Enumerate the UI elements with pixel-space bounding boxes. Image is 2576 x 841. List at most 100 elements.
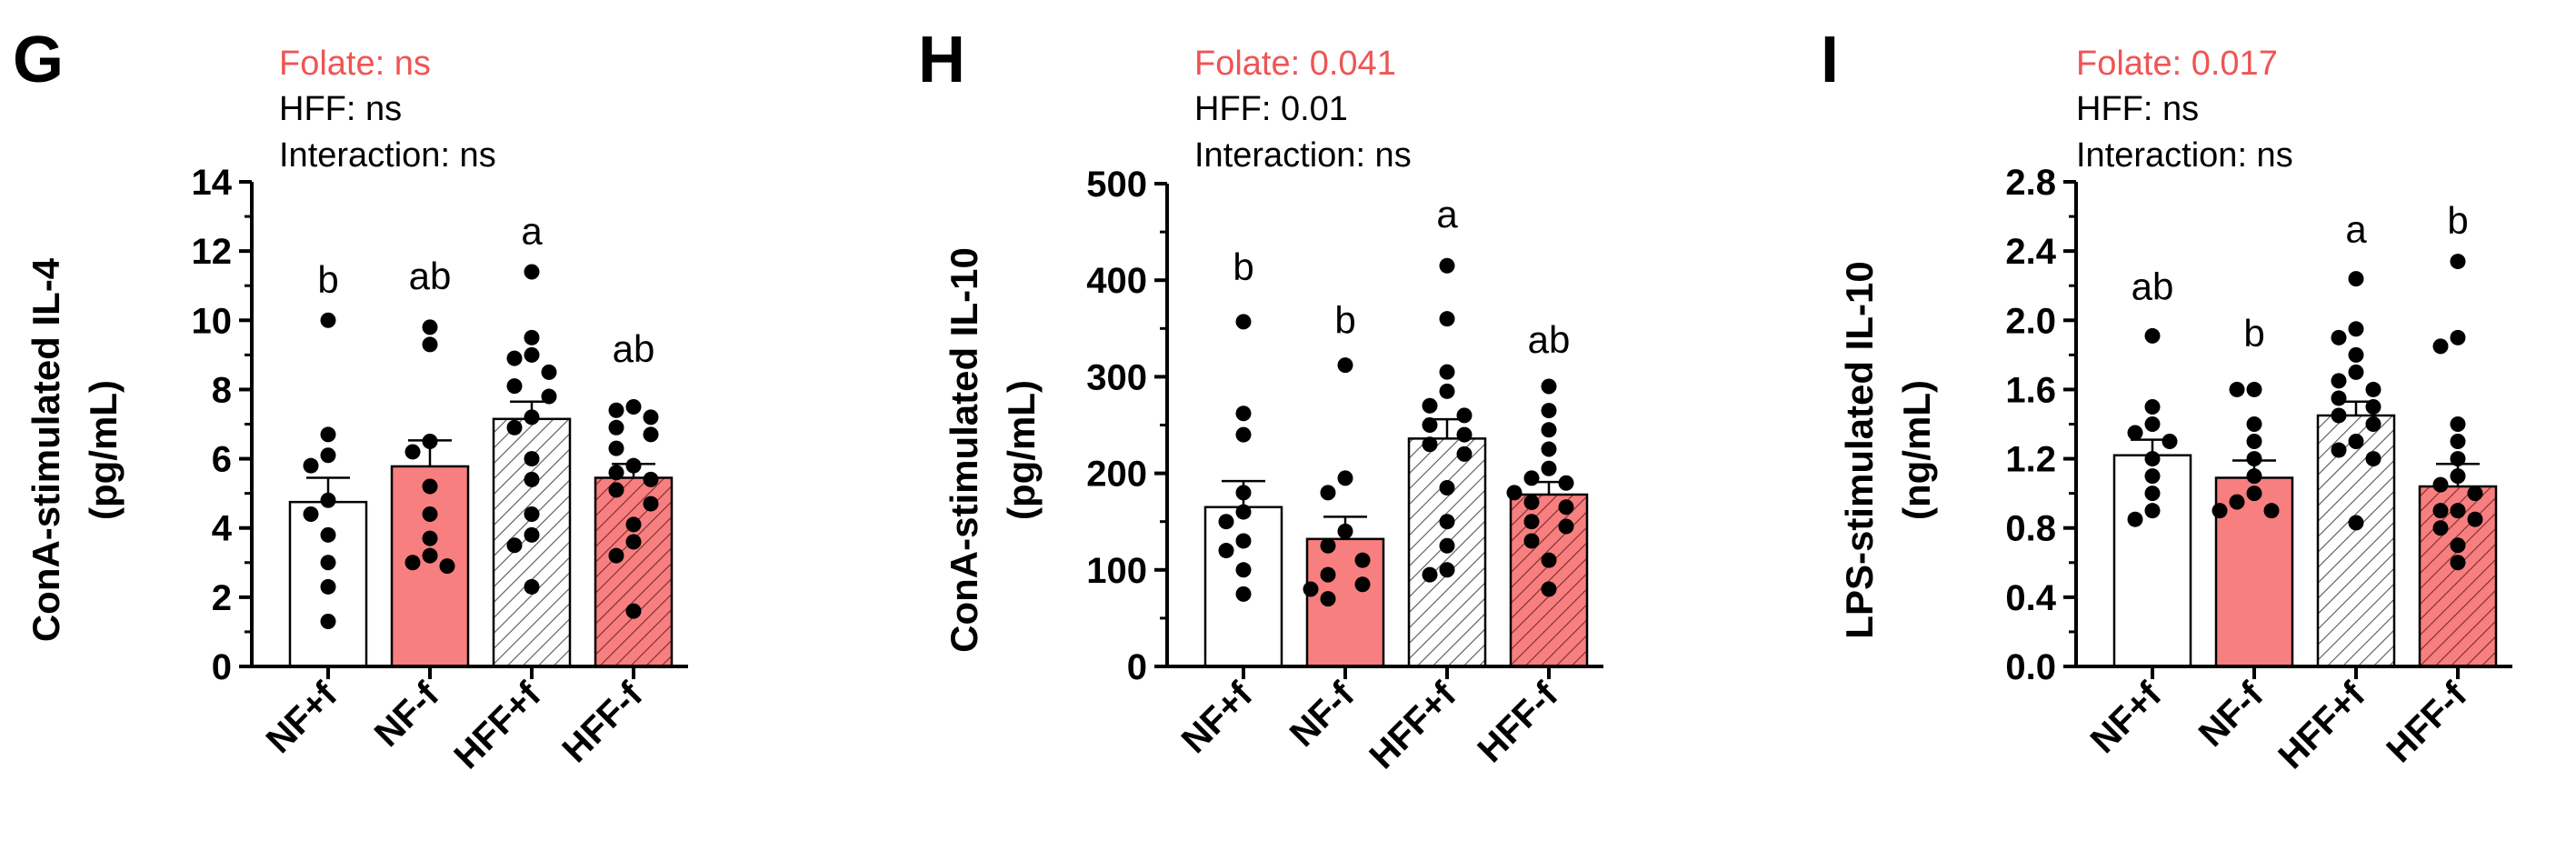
data-point: [608, 465, 624, 481]
data-point: [1541, 378, 1557, 395]
x-tick-label: NF+f: [1174, 675, 1261, 761]
panel-h: H Folate: 0.041 HFF: 0.01 Interaction: ns Co…: [918, 24, 1603, 776]
data-point: [1422, 566, 1438, 583]
significance-letter: b: [1334, 299, 1355, 342]
y-axis-unit: (pg/mL): [82, 380, 125, 520]
data-point: [1303, 581, 1319, 597]
data-point: [2331, 390, 2347, 406]
y-tick-label: 0.4: [2005, 578, 2056, 618]
data-point: [643, 409, 659, 426]
data-point: [2246, 486, 2262, 502]
data-point: [2229, 494, 2245, 510]
data-point: [2144, 468, 2161, 485]
data-point: [422, 506, 438, 522]
data-point: [2127, 511, 2143, 527]
data-point: [2348, 321, 2364, 337]
data-point: [2432, 476, 2449, 493]
bar-nfminusf: [1305, 537, 1385, 668]
data-point: [2144, 327, 2161, 344]
y-tick-label: 1.6: [2005, 370, 2056, 410]
data-point: [524, 264, 540, 280]
data-point: [2348, 271, 2364, 287]
significance-letter: a: [2345, 208, 2367, 251]
data-point: [1439, 562, 1455, 578]
data-point: [506, 378, 523, 395]
x-tick-label: NF-f: [367, 675, 447, 755]
data-point: [1320, 537, 1336, 554]
data-point: [2432, 520, 2449, 536]
data-point: [2246, 416, 2262, 432]
y-axis-title: ConA-stimulated IL-4: [25, 257, 67, 642]
data-point: [1218, 543, 1234, 559]
significance-letter: b: [2243, 312, 2264, 355]
data-point: [1439, 514, 1455, 530]
data-point: [2246, 381, 2262, 397]
bar-hffplusf: [2316, 414, 2396, 668]
data-point: [422, 336, 438, 353]
data-point: [2212, 503, 2228, 519]
data-point: [524, 346, 540, 363]
data-point: [1456, 426, 1473, 443]
data-point: [2348, 515, 2364, 531]
significance-letter: ab: [2132, 265, 2174, 307]
data-point: [524, 471, 540, 487]
data-point: [2450, 537, 2466, 554]
data-point: [2144, 503, 2161, 519]
significance-letter: b: [317, 258, 338, 301]
data-point: [1439, 383, 1455, 399]
data-point: [2467, 486, 2483, 502]
data-point: [1541, 460, 1557, 476]
data-point: [625, 516, 642, 533]
data-point: [2331, 407, 2347, 424]
panel-label: H: [918, 24, 965, 96]
significance-letter: ab: [613, 327, 655, 370]
significance-letter: b: [2447, 199, 2468, 242]
data-point: [1439, 480, 1455, 496]
y-tick-label: 2.8: [2005, 163, 2056, 203]
y-tick-label: 1.2: [2005, 440, 2056, 480]
y-tick-label: 10: [192, 301, 233, 341]
stats-line: HFF: 0.01: [1194, 90, 1348, 128]
data-point: [2144, 398, 2161, 415]
data-point: [2144, 486, 2161, 502]
data-point: [1235, 504, 1252, 520]
stats-line: Folate: 0.041: [1194, 45, 1396, 83]
significance-letter: ab: [1528, 318, 1571, 361]
x-tick-label: HFF+f: [2271, 675, 2373, 777]
bar-hffminusf: [594, 476, 674, 668]
data-point: [1235, 533, 1252, 549]
data-point: [1456, 446, 1473, 462]
data-point: [1337, 470, 1353, 486]
data-point: [1523, 494, 1540, 510]
stats-line: HFF: ns: [2076, 90, 2199, 128]
x-tick-label: HFF-f: [2379, 675, 2474, 770]
y-tick-label: 0: [212, 647, 232, 687]
data-point: [303, 457, 319, 474]
data-point: [541, 388, 557, 405]
data-point: [608, 419, 624, 436]
data-point: [2331, 373, 2347, 389]
data-point: [608, 482, 624, 498]
data-point: [2365, 381, 2381, 397]
data-point: [1541, 422, 1557, 438]
data-point: [320, 447, 336, 464]
x-tick-label: HFF+f: [1362, 675, 1464, 777]
y-axis-unit: (ng/mL): [1895, 380, 1938, 520]
data-point: [422, 478, 438, 495]
data-point: [2348, 346, 2364, 363]
x-tick-label: NF+f: [259, 675, 345, 761]
data-point: [320, 578, 336, 595]
data-point: [1456, 407, 1473, 424]
x-tick-label: HFF-f: [554, 675, 650, 770]
data-point: [2432, 503, 2449, 519]
data-point: [1320, 591, 1336, 607]
panel-label: G: [13, 24, 64, 96]
data-point: [422, 547, 438, 564]
data-point: [524, 451, 540, 467]
data-point: [2331, 329, 2347, 345]
data-point: [608, 547, 624, 564]
data-point: [320, 312, 336, 328]
data-point: [2365, 398, 2381, 415]
y-tick-label: 2.4: [2005, 232, 2056, 272]
data-point: [1523, 514, 1540, 530]
